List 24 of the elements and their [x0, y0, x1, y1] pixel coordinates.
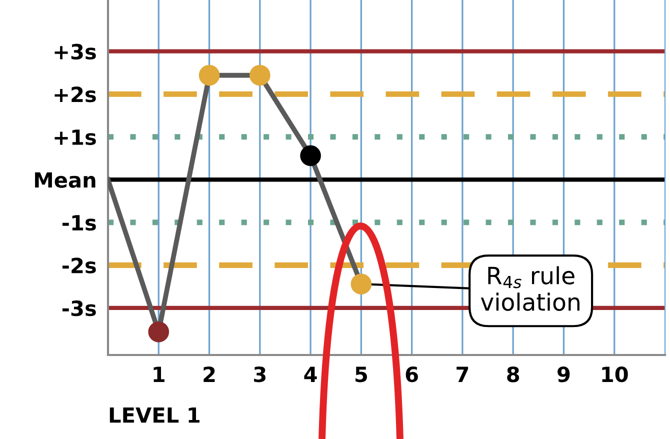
x-tick-label: 5: [356, 366, 367, 382]
x-tick-label: 8: [507, 366, 520, 382]
x-tick-label: 6: [406, 366, 418, 382]
y-tick-label: Mean: [35, 172, 96, 188]
y-tick-label: -2s: [62, 258, 96, 274]
x-tick-label: 7: [456, 366, 468, 382]
point: [300, 145, 321, 166]
point: [249, 64, 270, 86]
x-tick-label: 2: [204, 366, 215, 382]
point: [350, 274, 372, 294]
x-tick-label: 3: [254, 366, 266, 382]
x-tick-label: 1: [154, 366, 164, 382]
x-tick-label: 10: [602, 366, 628, 382]
y-tick-label: +3s: [54, 44, 96, 60]
point: [198, 64, 220, 86]
y-tick-label: +2s: [54, 86, 96, 102]
y-tick-label: -3s: [62, 300, 96, 316]
point: [148, 321, 170, 342]
x-axis-title: LEVEL 1: [110, 407, 200, 423]
x-tick-label: 9: [558, 366, 570, 382]
y-tick-label: +1s: [54, 130, 96, 146]
x-tick-label: 4: [304, 366, 317, 382]
y-tick-label: -1s: [62, 215, 96, 231]
annotation: R$_{4s}$ rule violation: [480, 266, 580, 311]
